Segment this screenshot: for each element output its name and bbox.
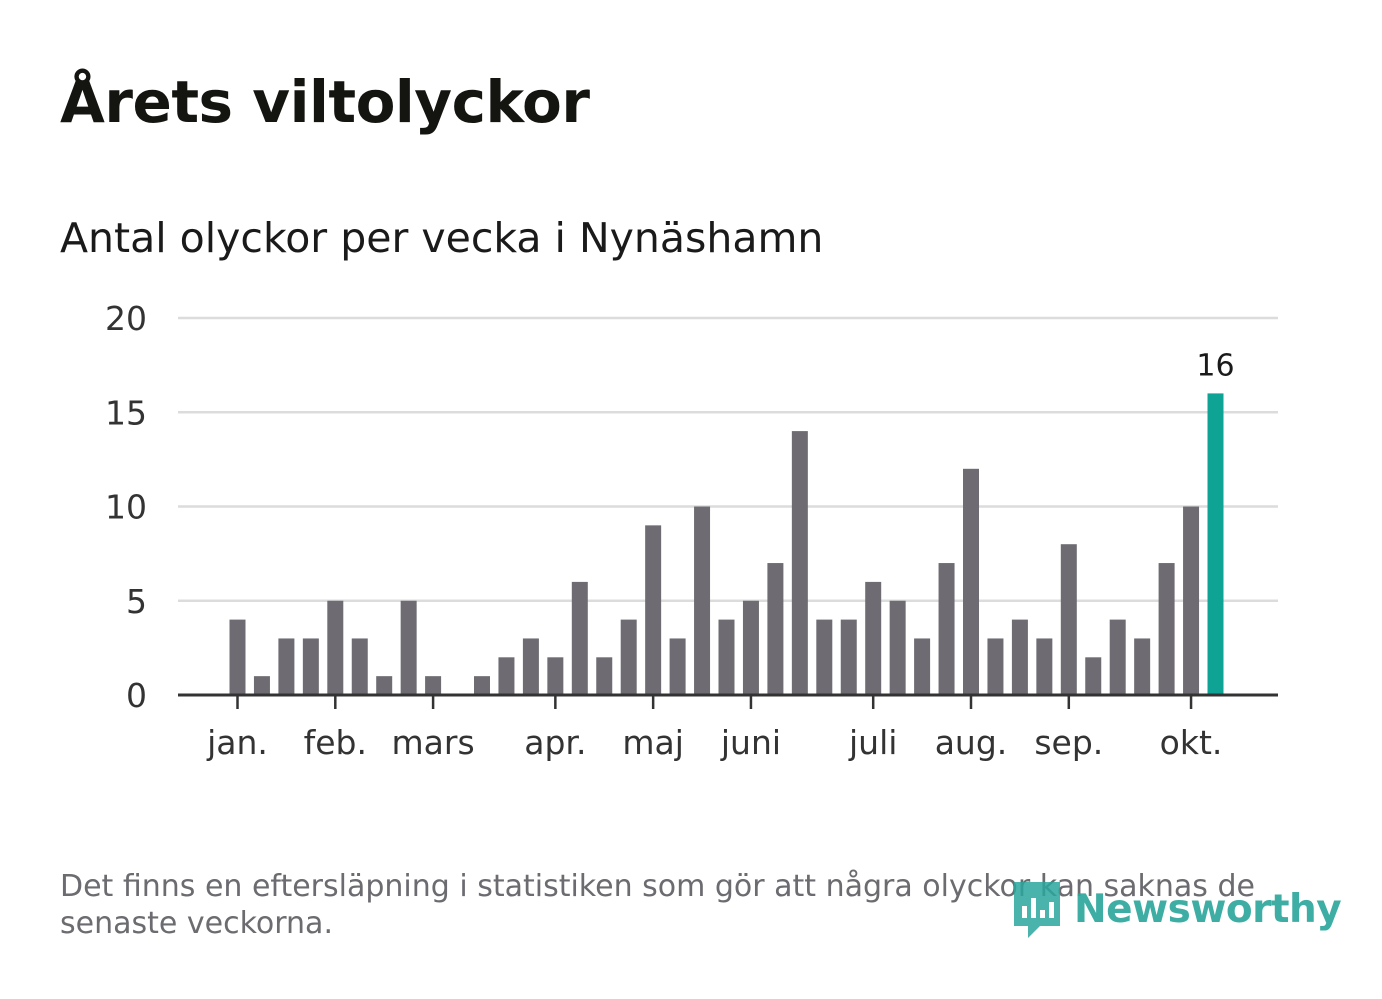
bar[interactable] <box>1085 657 1102 695</box>
data-labels: 16 <box>1196 348 1234 383</box>
bar[interactable] <box>767 563 784 695</box>
chart-subtitle: Antal olyckor per vecka i Nynäshamn <box>60 214 824 262</box>
chart-title: Årets viltolyckor <box>60 68 590 136</box>
y-tick-label: 15 <box>105 393 147 432</box>
bar[interactable] <box>302 638 319 695</box>
bar[interactable] <box>840 619 857 695</box>
y-tick-label: 0 <box>126 676 147 715</box>
bar[interactable] <box>253 676 270 695</box>
x-tick-label: sep. <box>1034 723 1103 762</box>
bar[interactable] <box>498 657 515 695</box>
brand-name: Newsworthy <box>1074 886 1342 932</box>
bar[interactable] <box>694 506 711 696</box>
bar-highlight[interactable] <box>1207 393 1224 695</box>
bar[interactable] <box>1011 619 1028 695</box>
bar[interactable] <box>889 600 906 695</box>
bars <box>229 393 1224 696</box>
bar[interactable] <box>571 581 588 695</box>
x-tick-label: jan. <box>206 723 268 762</box>
bar[interactable] <box>474 676 490 695</box>
bar[interactable] <box>865 581 882 695</box>
y-tick-label: 5 <box>126 582 147 621</box>
bar[interactable] <box>791 431 808 695</box>
bar[interactable] <box>1158 563 1175 695</box>
bar[interactable] <box>522 638 539 695</box>
x-tick-label: aug. <box>935 723 1008 762</box>
x-tick-label: apr. <box>524 723 586 762</box>
bar[interactable] <box>278 638 295 695</box>
bar-chart: 0 5 10 15 20 jan. feb. mars apr. maj juni juli aug.… <box>105 299 1278 762</box>
x-tick-label: mars <box>392 723 475 762</box>
bar[interactable] <box>645 525 662 695</box>
bar[interactable] <box>914 638 931 695</box>
bar[interactable] <box>816 619 833 695</box>
bar[interactable] <box>963 468 979 695</box>
bar[interactable] <box>742 600 759 695</box>
brand-logo[interactable]: Newsworthy <box>1010 876 1342 942</box>
bar[interactable] <box>1036 638 1053 695</box>
bar[interactable] <box>938 563 955 695</box>
bar[interactable] <box>987 638 1004 695</box>
y-axis-ticks: 0 5 10 15 20 <box>105 299 147 715</box>
bar[interactable] <box>620 619 637 695</box>
x-tick-label: juni <box>720 723 781 762</box>
highlight-value-label: 16 <box>1196 348 1234 383</box>
x-tick-label: juli <box>848 723 897 762</box>
bar[interactable] <box>547 657 564 695</box>
bar[interactable] <box>425 676 442 695</box>
bar[interactable] <box>596 657 613 695</box>
bar[interactable] <box>1109 619 1126 695</box>
x-tick-label: maj <box>622 723 684 762</box>
newsworthy-logo-icon <box>1014 882 1060 938</box>
y-tick-label: 20 <box>105 299 147 338</box>
bar[interactable] <box>1134 638 1151 695</box>
bar[interactable] <box>718 619 735 695</box>
x-tick-label: feb. <box>304 723 367 762</box>
x-tick-label: okt. <box>1160 723 1223 762</box>
bar[interactable] <box>1060 544 1077 695</box>
bar[interactable] <box>351 638 368 695</box>
grid-lines <box>178 316 1278 602</box>
bar[interactable] <box>229 619 246 695</box>
y-tick-label: 10 <box>105 488 147 527</box>
bar[interactable] <box>327 600 344 695</box>
bar[interactable] <box>376 676 393 695</box>
bar[interactable] <box>1183 506 1200 696</box>
bar[interactable] <box>669 638 686 695</box>
bar[interactable] <box>400 600 417 695</box>
x-axis: jan. feb. mars apr. maj juni juli aug. sep. okt. <box>178 693 1278 762</box>
